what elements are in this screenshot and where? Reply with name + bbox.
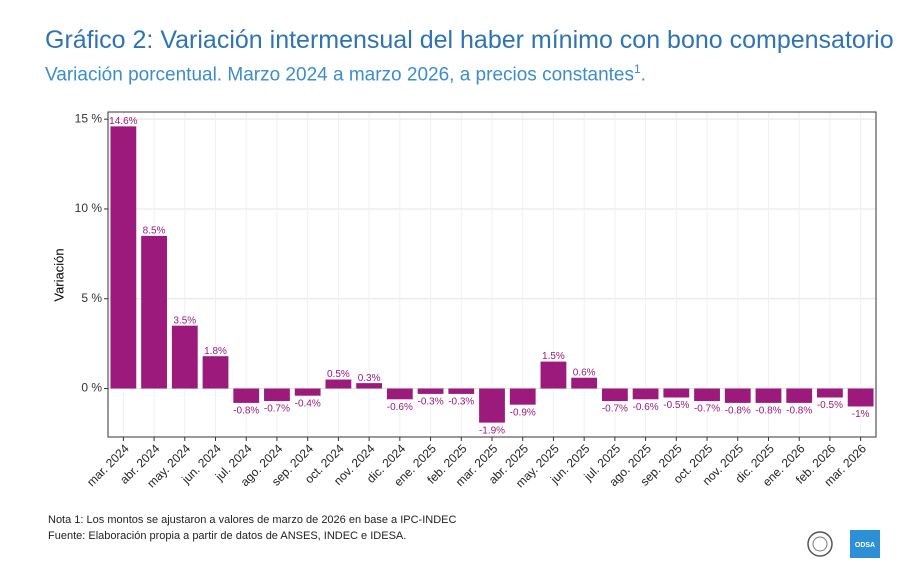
logo-seal xyxy=(807,531,833,557)
value-label: 14.6% xyxy=(109,116,137,127)
subtitle-superscript: 1 xyxy=(633,62,641,76)
value-label: -0.8% xyxy=(233,406,259,417)
value-label: -0.7% xyxy=(694,404,720,415)
logo-text: ODSA xyxy=(855,542,875,549)
value-label: -0.5% xyxy=(663,400,689,411)
value-label: 0.3% xyxy=(358,373,381,384)
notes: Nota 1: Los montos se ajustaron a valore… xyxy=(48,512,456,544)
y-tick-label: 5 % xyxy=(81,291,102,305)
value-label: -0.8% xyxy=(725,406,751,417)
value-label: -0.7% xyxy=(602,404,628,415)
bar xyxy=(202,356,229,389)
bar xyxy=(817,388,843,398)
value-label: -0.6% xyxy=(387,402,413,413)
value-label: -0.9% xyxy=(510,407,536,418)
bar xyxy=(294,388,321,396)
bar xyxy=(233,388,260,403)
value-label: -0.3% xyxy=(448,397,474,408)
bar xyxy=(632,388,659,400)
bar xyxy=(417,388,444,394)
subtitle-text: Variación porcentual. Marzo 2024 a marzo… xyxy=(45,64,634,86)
note: Nota 1: Los montos se ajustaron a valore… xyxy=(48,514,457,526)
value-label: 1.5% xyxy=(542,351,565,362)
logo-seal-inner xyxy=(812,536,828,552)
y-tick-label: 10 % xyxy=(75,201,103,215)
bar xyxy=(448,388,475,394)
value-label: -0.8% xyxy=(755,406,781,417)
subtitle-end: . xyxy=(640,64,646,86)
bar xyxy=(571,377,598,389)
y-tick-label: 0 % xyxy=(81,381,102,395)
note: Fuente: Elaboración propia a partir de d… xyxy=(48,530,407,542)
value-label: 0.6% xyxy=(573,367,596,378)
bar xyxy=(663,388,690,398)
bar xyxy=(141,235,167,389)
bar xyxy=(171,325,198,389)
value-label: -0.3% xyxy=(417,397,443,408)
bar xyxy=(386,388,413,400)
y-axis-label: Variación xyxy=(51,248,66,301)
bar xyxy=(694,388,720,402)
value-label: 3.5% xyxy=(173,315,196,326)
value-label: -0.6% xyxy=(633,402,659,413)
value-label: -0.7% xyxy=(264,404,290,415)
logo-box xyxy=(850,530,880,558)
y-tick-label: 15 % xyxy=(75,111,103,125)
value-label: 1.8% xyxy=(204,346,227,357)
bar xyxy=(540,361,567,389)
value-label: -0.4% xyxy=(295,398,321,409)
bar xyxy=(264,388,290,402)
bar xyxy=(325,379,352,389)
value-label: -0.5% xyxy=(817,400,843,411)
bar xyxy=(786,388,813,403)
value-label: -0.8% xyxy=(786,406,812,417)
bar xyxy=(724,388,751,403)
value-label: 8.5% xyxy=(143,226,166,237)
plot-border xyxy=(107,111,877,438)
bar xyxy=(110,126,137,389)
value-label: -1% xyxy=(852,409,870,420)
value-label: -1.9% xyxy=(479,425,505,436)
bar xyxy=(601,388,628,402)
bar xyxy=(479,388,505,423)
bar xyxy=(847,388,874,407)
value-label: 0.5% xyxy=(327,369,350,380)
bar xyxy=(755,388,782,403)
chart-title: Gráfico 2: Variación intermensual del ha… xyxy=(45,26,894,54)
chart-subtitle: Variación porcentual. Marzo 2024 a marzo… xyxy=(45,62,646,86)
bar xyxy=(356,383,383,389)
bar xyxy=(509,388,536,405)
